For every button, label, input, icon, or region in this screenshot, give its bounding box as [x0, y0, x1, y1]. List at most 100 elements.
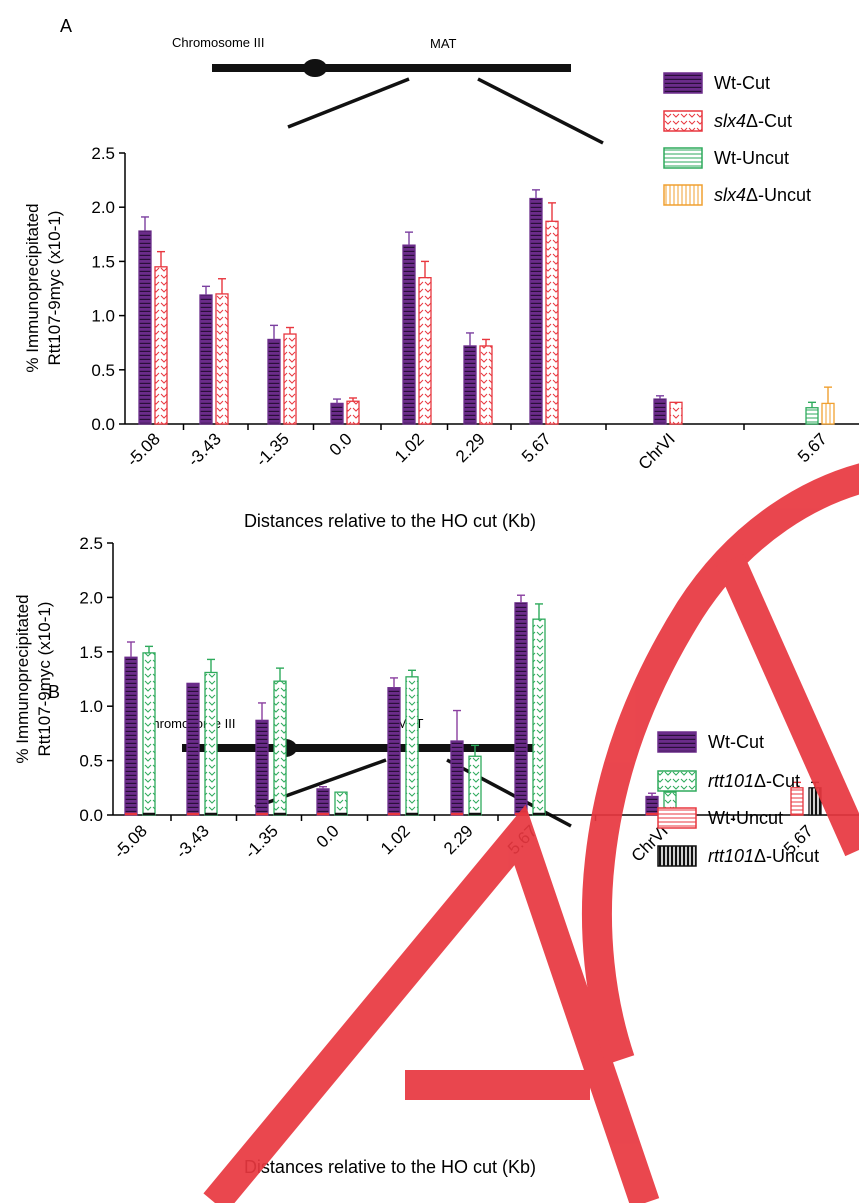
- bar: [669, 401, 683, 425]
- legend-label-text: Wt-Cut: [708, 732, 764, 752]
- bar: [805, 407, 819, 425]
- legend-label: Wt-Uncut: [714, 148, 789, 168]
- legend-label-text: Δ-Cut: [746, 111, 792, 131]
- legend-label-text: Δ-Uncut: [754, 846, 819, 866]
- y-tick-label: 2.0: [79, 588, 103, 607]
- y-tick-label: 0.5: [91, 361, 115, 380]
- y-tick-label: 0.0: [79, 806, 103, 825]
- watermark-arc: [581, 463, 859, 1065]
- x-tick-label: -3.43: [172, 821, 213, 862]
- legend-label-italic: slx4: [714, 185, 746, 205]
- panel-a: A Chromosome III MAT 0.0 0.5 1.0 1.5 2.0 2.5 -5.0…: [23, 16, 859, 531]
- bar: [450, 740, 464, 816]
- legend-swatch: [663, 110, 703, 132]
- bar: [790, 787, 804, 816]
- x-tick-label: 1.02: [377, 821, 414, 858]
- bar: [273, 680, 287, 816]
- centromere: [303, 59, 327, 77]
- bar: [346, 400, 360, 425]
- bar: [186, 682, 200, 816]
- bar: [283, 333, 297, 425]
- panel-label: B: [48, 682, 60, 702]
- watermark: [203, 463, 859, 1203]
- bar: [545, 220, 559, 425]
- x-tick-label: 5.67: [794, 429, 831, 466]
- chromosome-label: Chromosome III: [172, 35, 264, 50]
- legend-label: slx4Δ-Uncut: [714, 185, 811, 205]
- bar: [645, 795, 659, 816]
- bar: [255, 719, 269, 816]
- x-tick-label: -1.35: [241, 821, 282, 862]
- zoom-line-right: [446, 758, 572, 828]
- x-tick-label: 0.0: [313, 821, 343, 851]
- y-tick-label: 2.5: [91, 144, 115, 163]
- bar: [330, 402, 344, 425]
- y-tick-label: 1.5: [91, 252, 115, 271]
- bar: [402, 244, 416, 425]
- legend-label-text: Δ-Cut: [754, 771, 800, 791]
- watermark-letter-a: [203, 804, 660, 1203]
- x-tick-label: -1.35: [252, 429, 293, 470]
- x-tick-label: 5.67: [518, 429, 555, 466]
- bar: [334, 791, 348, 816]
- legend-swatch: [657, 845, 697, 867]
- legend-swatch: [663, 147, 703, 169]
- chromosome-schematic: Chromosome III MAT: [172, 35, 604, 145]
- legend-label-italic: rtt101: [708, 846, 754, 866]
- legend-label: Wt-Uncut: [708, 808, 783, 828]
- x-tick-label: -5.08: [123, 429, 164, 470]
- y-tick-label: 1.5: [79, 643, 103, 662]
- bar: [199, 294, 213, 425]
- legend-label: rtt101Δ-Uncut: [708, 846, 819, 866]
- legend-label: slx4Δ-Cut: [714, 111, 792, 131]
- x-tick-label: 2.29: [440, 821, 477, 858]
- legend-label: Wt-Cut: [708, 732, 764, 752]
- bar: [514, 602, 528, 816]
- x-tick-label: -3.43: [184, 429, 225, 470]
- legend-swatch: [657, 807, 697, 829]
- bar: [215, 293, 229, 425]
- bar: [267, 338, 281, 425]
- bar: [316, 788, 330, 816]
- y-tick-label: 1.0: [79, 697, 103, 716]
- x-tick-label: 2.29: [452, 429, 489, 466]
- bars: [138, 189, 835, 425]
- bar: [653, 398, 667, 425]
- bar: [463, 345, 477, 425]
- legend-label-text: Wt-Cut: [714, 73, 770, 93]
- bar: [821, 402, 835, 425]
- bar: [142, 652, 156, 816]
- x-axis-title: Distances relative to the HO cut (Kb): [244, 1157, 536, 1177]
- bar: [468, 755, 482, 816]
- bar: [529, 197, 543, 425]
- bar: [532, 618, 546, 816]
- bar: [138, 230, 152, 425]
- legend-label-text: Wt-Uncut: [708, 808, 783, 828]
- legend-swatch: [663, 72, 703, 94]
- y-tick-label: 0.0: [91, 415, 115, 434]
- x-tick-label: -5.08: [110, 821, 151, 862]
- y-axis-title: % Immunoprecipitated Rtt107-9myc (x10-1): [23, 203, 64, 372]
- bar: [418, 277, 432, 425]
- y-tick-label: 1.0: [91, 307, 115, 326]
- panel-label: A: [60, 16, 72, 36]
- y-tick-label: 2.5: [79, 534, 103, 553]
- bar: [204, 671, 218, 816]
- legend-label-italic: rtt101: [708, 771, 754, 791]
- y-axis-title-line2: Rtt107-9myc (x10-1): [45, 211, 64, 366]
- x-axis-title: Distances relative to the HO cut (Kb): [244, 511, 536, 531]
- x-tick-label: 1.02: [391, 429, 428, 466]
- zoom-line-left: [287, 77, 410, 129]
- legend-label-italic: slx4: [714, 111, 746, 131]
- legend-label-text: Wt-Uncut: [714, 148, 789, 168]
- bars: [124, 594, 822, 816]
- bar: [154, 266, 168, 425]
- y-tick-label: 0.5: [79, 752, 103, 771]
- y-axis-title: % Immunoprecipitated Rtt107-9myc (x10-1): [13, 594, 54, 763]
- x-tick-label: ChrVI: [635, 429, 679, 473]
- y-axis-title-line1: % Immunoprecipitated: [13, 594, 32, 763]
- legend-label: rtt101Δ-Cut: [708, 771, 800, 791]
- legend-swatch: [657, 770, 697, 792]
